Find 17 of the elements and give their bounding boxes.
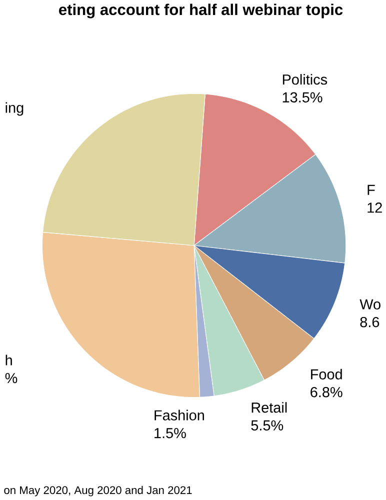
slice-label: Fashion <box>154 410 204 420</box>
slice-label: F <box>368 184 375 195</box>
data-label: 5.5% <box>251 420 283 431</box>
data-label: 12 <box>368 202 382 213</box>
slice-label: Wo <box>360 299 380 310</box>
data-label: % <box>5 373 18 384</box>
data-label: 1.5% <box>154 428 186 438</box>
text: on May 2020, Aug 2020 and Jan 2021 <box>4 486 192 496</box>
slice-label: Retail <box>252 402 286 413</box>
chart-title: eting account for half all webinar topic <box>58 4 342 18</box>
data-label: 6.8% <box>310 387 342 398</box>
data-label: 8.6 <box>360 316 379 328</box>
data-label: 13.5% <box>282 92 322 102</box>
slice-label: Politics <box>282 74 327 85</box>
slice-label: h <box>6 354 12 366</box>
slice-label: Food <box>310 368 342 380</box>
slice-label: ing <box>6 102 24 116</box>
